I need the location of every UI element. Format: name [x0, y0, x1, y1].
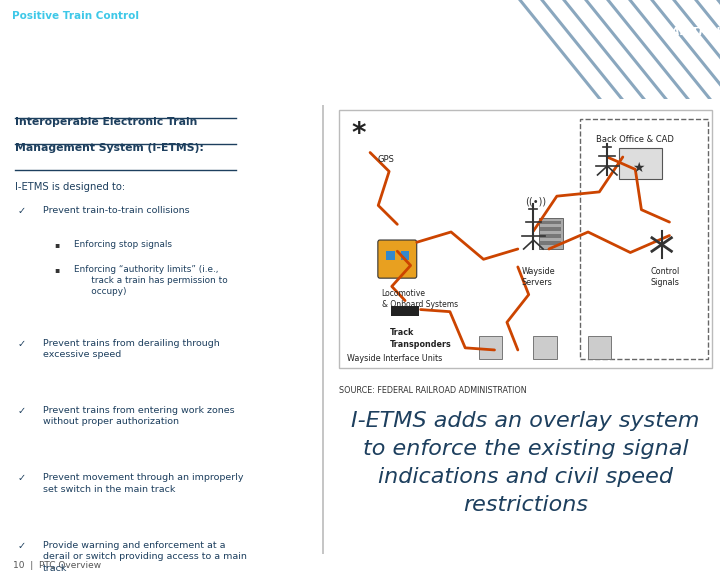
Bar — [541, 241, 562, 244]
Text: ✓: ✓ — [18, 541, 26, 551]
Text: ✓: ✓ — [18, 473, 26, 483]
Text: I-ETMS adds an overlay system
to enforce the existing signal
indications and civ: I-ETMS adds an overlay system to enforce… — [351, 411, 700, 514]
Text: Provide warning and enforcement at a
derail or switch providing access to a main: Provide warning and enforcement at a der… — [42, 541, 246, 573]
Bar — [539, 218, 562, 249]
Text: Prevent trains from derailing through
excessive speed: Prevent trains from derailing through ex… — [42, 339, 220, 359]
Bar — [541, 221, 562, 224]
Bar — [339, 110, 712, 368]
Text: 10  |  PTC Overview: 10 | PTC Overview — [13, 560, 101, 570]
Text: ✓ AMTRAK®: ✓ AMTRAK® — [658, 27, 720, 37]
Text: Wayside
Servers: Wayside Servers — [522, 267, 555, 287]
Text: Track
Transponders: Track Transponders — [390, 328, 451, 348]
FancyBboxPatch shape — [378, 240, 417, 278]
Text: ✓: ✓ — [18, 406, 26, 416]
Text: Wayside Interface Units: Wayside Interface Units — [347, 354, 442, 363]
Text: ▪: ▪ — [54, 265, 59, 274]
Text: Prevent movement through an improperly
set switch in the main track: Prevent movement through an improperly s… — [42, 473, 243, 494]
Text: ((•)): ((•)) — [526, 196, 546, 206]
Text: GPS: GPS — [378, 155, 395, 164]
Text: Management System (I-ETMS):: Management System (I-ETMS): — [14, 143, 204, 153]
Text: I-ETMS is designed to:: I-ETMS is designed to: — [14, 181, 125, 192]
Bar — [392, 306, 419, 316]
Text: Interoperable Electronic Train: Interoperable Electronic Train — [14, 116, 197, 127]
Bar — [619, 148, 662, 180]
Bar — [386, 251, 395, 260]
Text: ★: ★ — [632, 161, 644, 175]
Bar — [541, 234, 562, 238]
Text: Back Office & CAD: Back Office & CAD — [595, 135, 673, 145]
Text: Control
Signals: Control Signals — [650, 267, 679, 287]
Text: ▪: ▪ — [54, 240, 59, 249]
Bar — [479, 336, 503, 359]
Bar — [580, 119, 708, 359]
Text: SOURCE: FEDERAL RAILROAD ADMINISTRATION: SOURCE: FEDERAL RAILROAD ADMINISTRATION — [339, 386, 526, 395]
Bar — [588, 336, 611, 359]
Text: Prevent train-to-train collisions: Prevent train-to-train collisions — [42, 206, 189, 215]
Text: *: * — [351, 120, 366, 148]
Text: Prevent trains from entering work zones
without proper authorization: Prevent trains from entering work zones … — [42, 406, 234, 426]
Text: Enforcing stop signals: Enforcing stop signals — [73, 240, 171, 249]
Text: Enforcing “authority limits” (i.e.,
      track a train has permission to
      : Enforcing “authority limits” (i.e., trac… — [73, 265, 228, 296]
Bar — [541, 228, 562, 231]
Text: I-ETMS ARCHITECTURE: I-ETMS ARCHITECTURE — [10, 27, 346, 53]
Text: Positive Train Control: Positive Train Control — [12, 11, 139, 21]
Text: ✓: ✓ — [18, 339, 26, 348]
Bar — [401, 251, 409, 260]
Text: Locomotive
& Onboard Systems: Locomotive & Onboard Systems — [382, 289, 458, 309]
Text: ✓: ✓ — [18, 206, 26, 217]
Bar — [534, 336, 557, 359]
